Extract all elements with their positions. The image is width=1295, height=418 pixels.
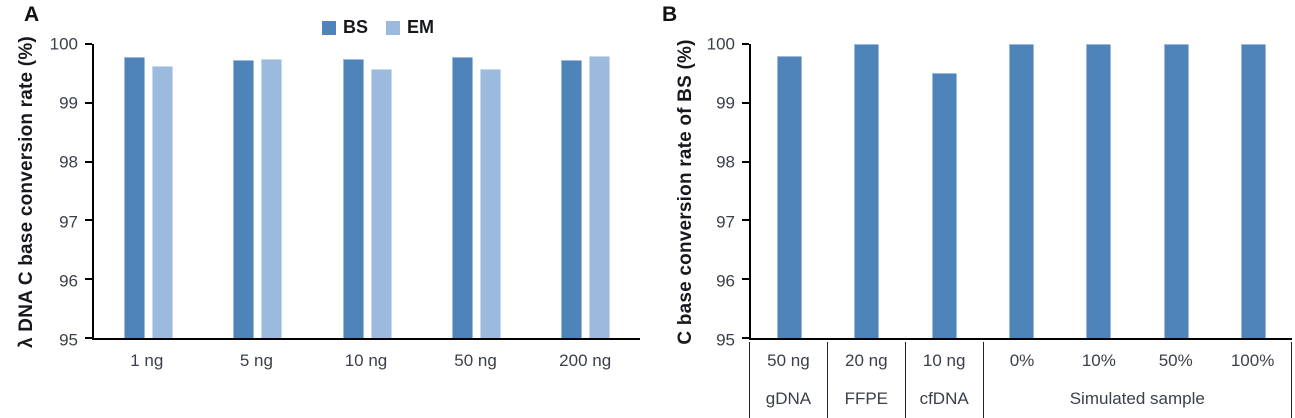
- bar-em-5-ng: [261, 59, 283, 338]
- y-tick-label-99: 99: [59, 93, 78, 113]
- bar-bs-50-ng: [451, 56, 473, 338]
- panel-b-y-axis: 95 96 97 98 99 100: [650, 36, 749, 349]
- y-tick-mark-97: [85, 219, 92, 222]
- category-slot-0: [983, 44, 1060, 338]
- y-tick-mark-100: [85, 43, 92, 45]
- y-tick-label-95: 95: [59, 330, 78, 350]
- x-category-label-1-ng: 1 ng: [130, 351, 164, 370]
- y-tick-label-97: 97: [716, 212, 735, 232]
- panel-a-y-axis: 95 96 97 98 99 100: [0, 36, 92, 349]
- bar-em-50-ng: [479, 69, 501, 338]
- panel-b-label: B: [662, 3, 678, 26]
- bar-bs-0: [1008, 44, 1034, 338]
- chart-legend: BS EM: [322, 17, 434, 38]
- y-tick-mark-96: [85, 278, 92, 281]
- y-tick-label-96: 96: [59, 271, 78, 291]
- bar-bs-100: [1240, 44, 1266, 338]
- y-tick-label-98: 98: [716, 152, 735, 172]
- x-axis-sublabel-100: 100%: [1230, 351, 1275, 370]
- category-slot-5-ng: [203, 44, 312, 338]
- bar-bs-50: [1163, 44, 1189, 338]
- y-tick-mark-99: [85, 101, 92, 104]
- x-axis-cell-simulated-sample: 0% 10% 50% 100% Simulated sample: [984, 342, 1292, 418]
- x-axis-sublabel-0: 0%: [1009, 351, 1035, 370]
- x-category-label-200-ng: 200 ng: [559, 351, 612, 370]
- bar-bs-50-ng-gdna: [777, 55, 803, 338]
- category-slot-200-ng: [531, 44, 640, 338]
- y-tick-label-99: 99: [716, 93, 735, 113]
- category-slot-10-ng-cfdna: [906, 44, 983, 338]
- panel-b-x-axis-table: 50 ng gDNA 20 ng FFPE 10 ng cfDNA 0% 10% 50% 100%…: [749, 342, 1292, 418]
- category-slot-100: [1215, 44, 1292, 338]
- category-slot-50-ng: [422, 44, 531, 338]
- y-tick-mark-95: [742, 337, 749, 339]
- bar-bs-1-ng: [124, 56, 146, 338]
- bar-em-1-ng: [152, 66, 174, 338]
- y-tick-label-96: 96: [716, 271, 735, 291]
- x-category-label-5-ng: 5 ng: [239, 351, 273, 370]
- x-axis-cell-top-50-ng: 50 ng: [767, 351, 810, 370]
- category-slot-20-ng-ffpe: [828, 44, 905, 338]
- x-axis-cell-gdna: 50 ng gDNA: [750, 342, 828, 418]
- legend-swatch-em: [386, 20, 401, 35]
- y-tick-label-100: 100: [49, 34, 78, 54]
- y-tick-label-98: 98: [59, 152, 78, 172]
- y-tick-mark-98: [85, 160, 92, 163]
- y-tick-mark-99: [742, 101, 749, 104]
- y-tick-mark-96: [742, 278, 749, 281]
- y-tick-label-95: 95: [716, 330, 735, 350]
- category-slot-10-ng: [312, 44, 421, 338]
- x-axis-cell-top-10-ng: 10 ng: [922, 351, 966, 370]
- x-axis-cell-bottom-simulated-sample: Simulated sample: [1069, 389, 1205, 408]
- x-category-label-50-ng: 50 ng: [454, 351, 497, 370]
- bar-bs-10: [1086, 44, 1112, 338]
- panel-a-x-axis-labels: 1 ng 5 ng 10 ng 50 ng 200 ng: [92, 351, 640, 371]
- bar-bs-10-ng: [342, 59, 364, 338]
- panel-a-label: A: [24, 3, 40, 26]
- y-tick-label-97: 97: [59, 212, 78, 232]
- x-axis-sublabel-50: 50%: [1158, 351, 1193, 370]
- x-axis-cell-bottom-cfdna: cfDNA: [919, 389, 969, 408]
- panel-b: B C base conversion rate of BS (%) 95 96 9…: [650, 0, 1295, 418]
- bar-bs-200-ng: [560, 60, 582, 338]
- category-slot-50-ng-gdna: [751, 44, 828, 338]
- category-slot-10: [1060, 44, 1137, 338]
- legend-label-em: EM: [407, 17, 435, 37]
- y-tick-mark-98: [742, 160, 749, 163]
- x-axis-cell-top-row: 0% 10% 50% 100%: [984, 342, 1291, 380]
- legend-label-bs: BS: [343, 17, 369, 37]
- bar-bs-5-ng: [233, 60, 255, 338]
- panel-b-chart: 95 96 97 98 99 100 50 ng gDNA 20 ng FFPE 10 ng cfD…: [650, 0, 1295, 418]
- bar-bs-20-ng-ffpe: [854, 44, 880, 338]
- x-axis-cell-bottom-gdna: gDNA: [765, 389, 812, 408]
- legend-swatch-bs: [322, 20, 336, 35]
- panel-b-plot-area: [742, 43, 1292, 340]
- category-slot-50: [1137, 44, 1214, 338]
- x-axis-cell-bottom-ffpe: FFPE: [844, 389, 889, 408]
- panel-a-chart: 95 96 97 98 99 100 1 ng 5 ng 10 ng 50 ng 200 ng: [0, 36, 640, 371]
- x-axis-cell-ffpe: 20 ng FFPE: [828, 342, 906, 418]
- bar-em-10-ng: [370, 68, 392, 338]
- x-axis-sublabel-10: 10%: [1081, 351, 1116, 370]
- x-axis-cell-cfdna: 10 ng cfDNA: [906, 342, 984, 418]
- bar-bs-10-ng-cfdna: [931, 73, 957, 338]
- y-tick-mark-95: [85, 337, 92, 339]
- y-tick-mark-100: [742, 43, 749, 45]
- y-tick-label-100: 100: [706, 34, 735, 54]
- bar-em-200-ng: [588, 55, 610, 338]
- legend-item-em: EM: [386, 17, 434, 38]
- y-tick-mark-97: [742, 219, 749, 222]
- panel-a-plot-area: [85, 43, 640, 340]
- category-slot-1-ng: [94, 44, 203, 338]
- legend-item-bs: BS: [322, 17, 368, 38]
- panel-a: A λ DNA C base conversion rate (%) BS EM …: [0, 3, 640, 371]
- x-axis-cell-top-20-ng: 20 ng: [845, 351, 888, 370]
- x-category-label-10-ng: 10 ng: [344, 351, 388, 370]
